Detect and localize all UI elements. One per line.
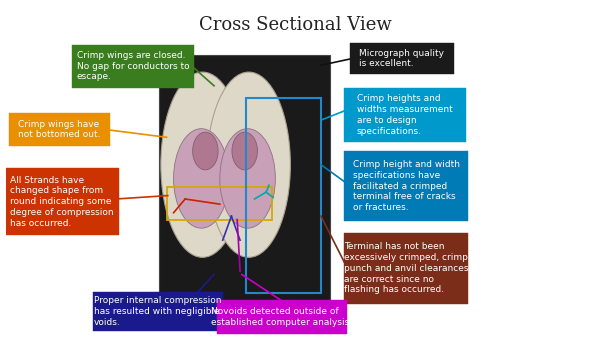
FancyBboxPatch shape	[6, 168, 119, 235]
FancyBboxPatch shape	[9, 113, 110, 146]
FancyBboxPatch shape	[159, 55, 330, 312]
Text: Micrograph quality
is excellent.: Micrograph quality is excellent.	[359, 49, 444, 68]
FancyBboxPatch shape	[344, 233, 468, 303]
Text: Crimp height and width
specifications have
facilitated a crimped
terminal free o: Crimp height and width specifications ha…	[353, 160, 460, 212]
Text: Crimp wings have
not bottomed out.: Crimp wings have not bottomed out.	[18, 120, 101, 139]
FancyBboxPatch shape	[344, 151, 468, 221]
FancyBboxPatch shape	[73, 45, 194, 88]
Text: Cross Sectional View: Cross Sectional View	[199, 15, 391, 34]
Text: Proper internal compression
has resulted with negligible
voids.: Proper internal compression has resulted…	[94, 296, 221, 327]
Text: Novoids detected outside of
established computer analysis.: Novoids detected outside of established …	[211, 307, 353, 327]
Text: Crimp heights and
widths measurement
are to design
specifications.: Crimp heights and widths measurement are…	[357, 94, 453, 135]
Text: Terminal has not been
excessively crimped, crimp
punch and anvil clearances
are : Terminal has not been excessively crimpe…	[344, 243, 468, 294]
Text: All Strands have
changed shape from
round indicating some
degree of compression
: All Strands have changed shape from roun…	[11, 176, 114, 228]
Ellipse shape	[232, 132, 257, 170]
Ellipse shape	[220, 129, 276, 228]
Ellipse shape	[161, 72, 244, 257]
Ellipse shape	[193, 132, 218, 170]
FancyBboxPatch shape	[217, 300, 347, 335]
Text: Crimp wings are closed.
No gap for conductors to
escape.: Crimp wings are closed. No gap for condu…	[77, 51, 189, 81]
FancyBboxPatch shape	[350, 43, 454, 74]
FancyBboxPatch shape	[344, 88, 466, 142]
Ellipse shape	[173, 129, 229, 228]
Ellipse shape	[207, 72, 290, 257]
FancyBboxPatch shape	[93, 292, 223, 331]
